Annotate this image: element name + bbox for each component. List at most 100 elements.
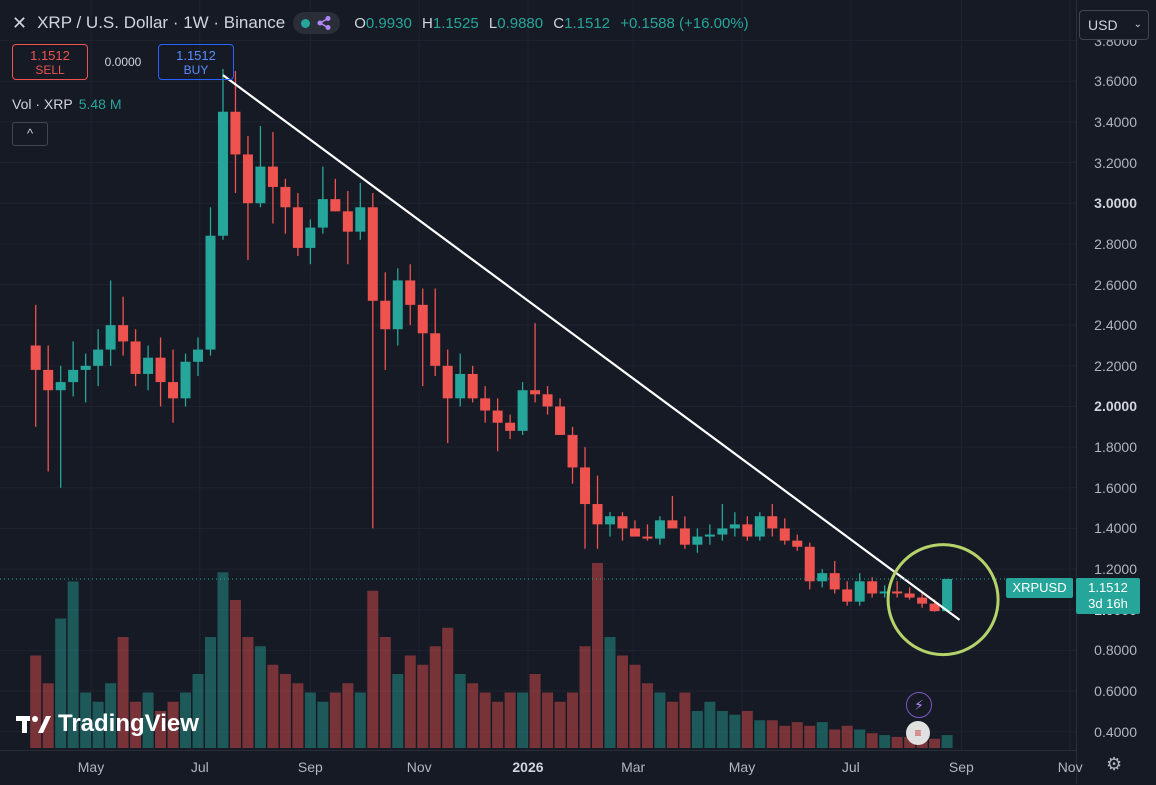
volume-bar [879, 735, 891, 748]
currency-select[interactable]: USD ⌄ [1079, 10, 1149, 40]
candle [879, 585, 890, 598]
volume-bar [492, 701, 504, 748]
volume-bar [929, 738, 941, 748]
status-indicators[interactable] [293, 12, 341, 34]
volume-bar [666, 701, 678, 748]
volume-bar [791, 722, 803, 748]
candle [942, 578, 953, 613]
tradingview-logo-icon [16, 716, 51, 733]
buy-button[interactable]: 1.1512 BUY [158, 44, 234, 80]
drawings [0, 74, 1076, 657]
volume-bar [641, 683, 653, 748]
candle [342, 191, 353, 265]
candle [667, 495, 678, 529]
candle [742, 516, 753, 541]
trend-line[interactable] [222, 74, 961, 621]
price-chart[interactable] [0, 0, 1076, 750]
candle [829, 560, 840, 594]
time-scale[interactable]: May Jul Sep Nov 2026 Mar May Jul Sep Nov [0, 750, 1083, 785]
candle [193, 337, 204, 376]
currency-value: USD [1088, 17, 1118, 33]
candle [217, 69, 228, 240]
price-tick-label: 2.0000 [1094, 398, 1137, 415]
volume-bar [504, 692, 516, 748]
candle [442, 349, 453, 444]
time-tick-label: Jul [190, 759, 209, 775]
sell-label: SELL [35, 63, 65, 77]
candle [505, 414, 516, 439]
us-flag-icon[interactable]: ≡ [906, 721, 930, 745]
volume-bar [392, 674, 404, 748]
candle [292, 193, 303, 257]
volume-legend[interactable]: Vol · XRP 5.48 M [12, 96, 122, 112]
price-tick-label: 1.4000 [1094, 520, 1137, 537]
volume-bar [592, 563, 604, 748]
candle [118, 296, 129, 356]
time-tick-label: Jul [841, 759, 860, 775]
symbol-price-label: XRPUSD [1006, 578, 1073, 598]
close-icon[interactable]: ✕ [12, 12, 28, 33]
candle [230, 71, 241, 194]
volume-bar [379, 637, 391, 748]
candle [417, 288, 428, 387]
last-price-value: 1.1512 [1088, 580, 1128, 595]
volume-bar [754, 720, 766, 748]
price-tick-label: 1.6000 [1094, 479, 1137, 496]
price-tick-label: 2.2000 [1094, 357, 1137, 374]
price-scale[interactable]: 3.8000 3.6000 3.4000 3.2000 3.0000 2.8000 2.60… [1076, 0, 1156, 784]
candle [130, 329, 141, 387]
time-tick-label: Sep [297, 759, 323, 775]
candle [267, 132, 278, 224]
candle [642, 524, 653, 541]
close-value: 1.1512 [564, 14, 611, 32]
buy-label: BUY [183, 63, 209, 77]
sell-button[interactable]: 1.1512 SELL [12, 44, 88, 80]
candle [817, 569, 828, 588]
symbol-title[interactable]: XRP / U.S. Dollar · 1W · Binance [37, 13, 286, 32]
volume-bar [716, 711, 728, 748]
candle [280, 178, 291, 234]
volume-bar [342, 683, 354, 748]
highlight-circle[interactable] [886, 543, 1000, 657]
volume-bar [204, 637, 216, 748]
tradingview-logo-text: TradingView [58, 710, 199, 737]
volume-bar [604, 637, 616, 748]
candle [93, 329, 104, 387]
collapse-legend-button[interactable]: ^ [12, 122, 48, 146]
volume-bar [704, 701, 716, 748]
bar-countdown: 3d 16h [1088, 596, 1128, 611]
candle [729, 512, 740, 537]
candle [143, 345, 154, 391]
volume-bar [55, 618, 67, 748]
volume-bar [442, 627, 454, 748]
candle [779, 518, 790, 545]
volume-bar [404, 655, 416, 748]
volume-bar [367, 590, 379, 748]
market-open-icon [301, 18, 311, 28]
chart-pane[interactable] [0, 0, 1076, 750]
volume-bar [779, 725, 791, 748]
candle [492, 398, 503, 452]
candle [392, 268, 403, 346]
volume-bar [67, 581, 79, 748]
lightning-icon[interactable]: ⚡ [906, 692, 932, 718]
tradingview-logo[interactable]: TradingView [16, 710, 199, 738]
price-tick-label: 3.0000 [1094, 195, 1137, 212]
volume-bar [242, 637, 254, 748]
candle [580, 447, 591, 549]
ohlc-readout: O0.9930 H1.1525 L0.9880 C1.1512 +0.1588 … [354, 15, 754, 32]
candle [717, 504, 728, 541]
volume-bar [529, 674, 541, 748]
time-tick-label: 2026 [512, 759, 544, 775]
volume-bar [841, 725, 853, 748]
chevron-down-icon: ⌄ [1133, 19, 1142, 30]
time-tick-label: Sep [948, 759, 974, 775]
candle [355, 182, 366, 240]
candle [80, 353, 91, 403]
price-tick-label: 2.8000 [1094, 235, 1137, 252]
chevron-up-icon: ^ [26, 126, 34, 141]
volume-bars [30, 563, 953, 748]
candle [804, 542, 815, 590]
candle [679, 516, 690, 549]
settings-gear-icon[interactable]: ⚙ [1106, 754, 1123, 774]
